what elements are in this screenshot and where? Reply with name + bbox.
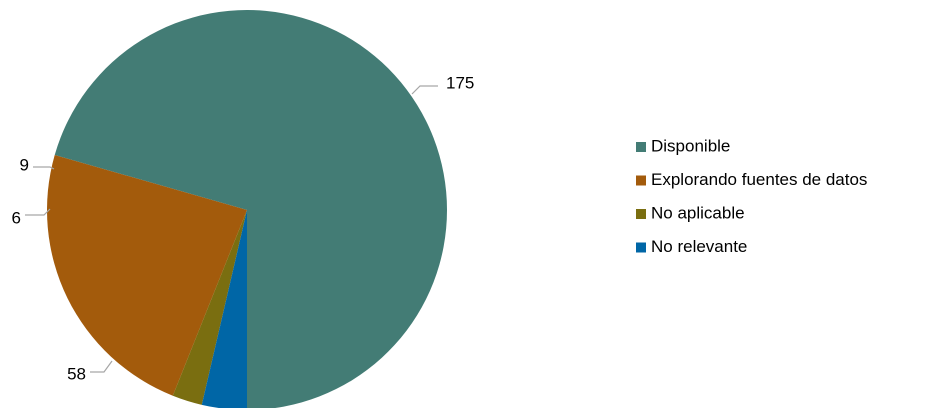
- legend-item-disponible: Disponible: [636, 136, 730, 155]
- legend-swatch-no-aplicable: [636, 209, 646, 219]
- leader-line-no-aplicable: [25, 208, 51, 216]
- data-labels: 175 58 6 9: [12, 73, 475, 383]
- pie-slice-disponible: [54, 9, 448, 410]
- legend-swatch-explorando-fuentes-de-datos: [636, 175, 646, 186]
- legend-swatch-no-relevante: [636, 242, 646, 253]
- legend: Disponible Explorando fuentes de datos No …: [636, 136, 867, 256]
- pie-slice-no-relevante: [201, 210, 247, 410]
- pie-slice-no-aplicable: [172, 210, 247, 405]
- legend-label-no-aplicable: No aplicable: [651, 203, 745, 222]
- legend-label-disponible: Disponible: [651, 136, 730, 155]
- legend-item-no-relevante: No relevante: [636, 237, 747, 256]
- legend-item-no-aplicable: No aplicable: [636, 203, 745, 222]
- pie-slices: [46, 9, 448, 410]
- legend-label-no-relevante: No relevante: [651, 237, 747, 256]
- data-label-no-aplicable: 6: [12, 208, 21, 227]
- legend-swatch-disponible: [636, 142, 646, 152]
- legend-item-explorando-fuentes-de-datos: Explorando fuentes de datos: [636, 170, 867, 189]
- leader-line-disponible: [411, 85, 438, 95]
- pie-slice-explorando-fuentes-de-datos: [46, 154, 247, 396]
- data-label-no-relevante: 9: [20, 155, 29, 174]
- leader-lines: [25, 85, 438, 373]
- leader-line-explorando-fuentes-de-datos: [90, 360, 113, 373]
- data-label-explorando-fuentes-de-datos: 58: [67, 364, 86, 383]
- leader-line-no-relevante: [33, 166, 55, 170]
- legend-label-explorando-fuentes-de-datos: Explorando fuentes de datos: [651, 170, 867, 189]
- data-label-disponible: 175: [446, 73, 474, 92]
